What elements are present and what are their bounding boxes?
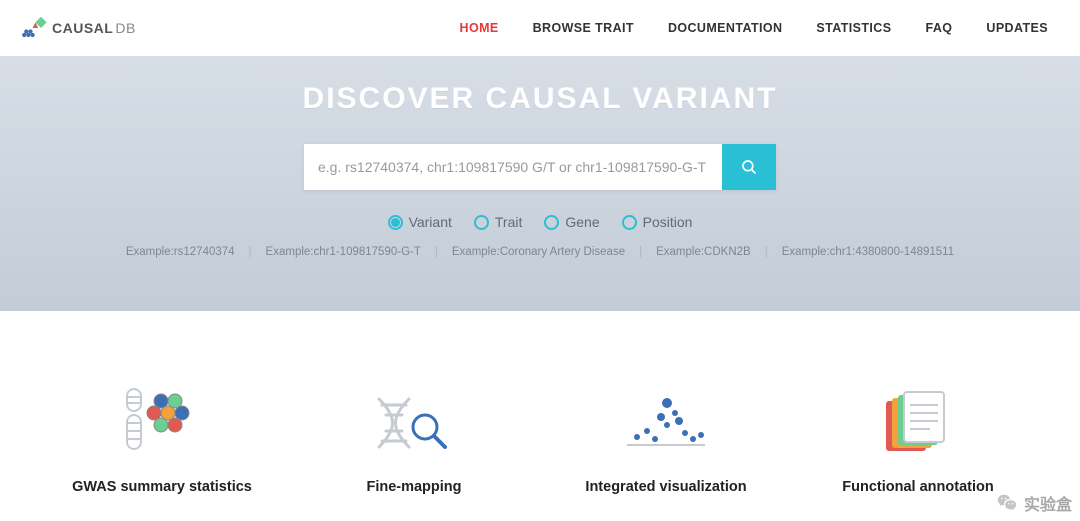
gwas-icon [121,377,203,453]
feature-viz: Integrated visualization [556,377,776,495]
example-link[interactable]: Example:Coronary Artery Disease [452,246,625,258]
example-link[interactable]: Example:chr1-109817590-G-T [266,246,421,258]
mode-position-label: Position [643,214,693,230]
radio-dot-icon [388,215,403,230]
example-row: Example:rs12740374 | Example:chr1-109817… [126,246,954,258]
logo[interactable]: CAUSALDB [20,14,136,42]
search-icon [740,158,758,176]
logo-icon [20,14,48,42]
divider: | [435,246,438,258]
example-link[interactable]: Example:rs12740374 [126,246,235,258]
radio-dot-icon [544,215,559,230]
example-link[interactable]: Example:chr1:4380800-14891511 [782,246,954,258]
feature-annotation-title: Functional annotation [842,479,993,495]
radio-dot-icon [622,215,637,230]
logo-text: CAUSALDB [52,20,136,36]
example-link[interactable]: Example:CDKN2B [656,246,751,258]
feature-annotation: Functional annotation [808,377,1028,495]
nav-faq[interactable]: FAQ [925,21,952,35]
divider: | [639,246,642,258]
mode-variant-label: Variant [409,214,452,230]
nav-statistics[interactable]: STATISTICS [816,21,891,35]
annotation-icon [884,377,952,453]
mode-position[interactable]: Position [622,214,693,230]
search-input[interactable] [304,144,722,190]
radio-dot-icon [474,215,489,230]
mode-variant[interactable]: Variant [388,214,452,230]
finemap-icon [375,377,453,453]
mode-trait[interactable]: Trait [474,214,522,230]
feature-gwas: GWAS summary statistics [52,377,272,495]
features: GWAS summary statistics [0,311,1080,495]
mode-trait-label: Trait [495,214,522,230]
main-nav: HOME BROWSE TRAIT DOCUMENTATION STATISTI… [460,21,1048,35]
wechat-icon [996,492,1018,514]
feature-finemap-title: Fine-mapping [366,479,461,495]
divider: | [249,246,252,258]
search-mode-group: Variant Trait Gene Position [388,214,693,230]
feature-finemap: Fine-mapping [304,377,524,495]
viz-icon [621,377,711,453]
mode-gene-label: Gene [565,214,599,230]
feature-viz-title: Integrated visualization [585,479,746,495]
hero-headline: DISCOVER CAUSAL VARIANT [303,82,778,116]
divider: | [765,246,768,258]
header: CAUSALDB HOME BROWSE TRAIT DOCUMENTATION… [0,0,1080,56]
search-button[interactable] [722,144,776,190]
feature-gwas-title: GWAS summary statistics [72,479,252,495]
nav-updates[interactable]: UPDATES [986,21,1048,35]
nav-browse-trait[interactable]: BROWSE TRAIT [533,21,634,35]
nav-home[interactable]: HOME [460,21,499,35]
search-row [304,144,776,190]
mode-gene[interactable]: Gene [544,214,599,230]
nav-documentation[interactable]: DOCUMENTATION [668,21,782,35]
hero: DISCOVER CAUSAL VARIANT Variant Trait Ge… [0,56,1080,311]
